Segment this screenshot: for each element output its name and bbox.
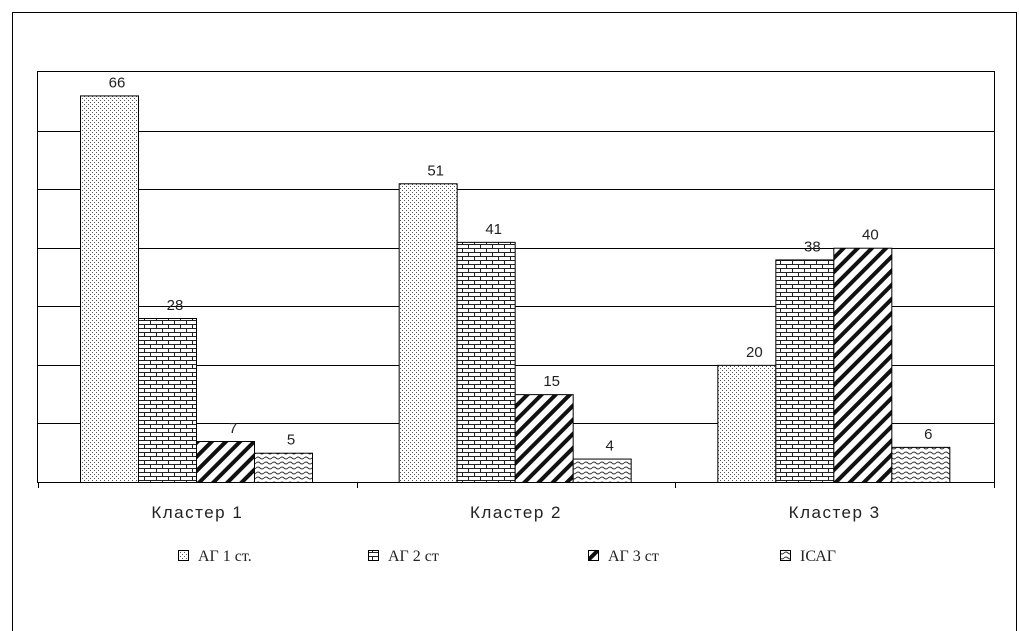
data-label: 7 bbox=[229, 420, 237, 437]
bar-diagonal bbox=[196, 441, 255, 483]
legend-swatch-bricks bbox=[368, 550, 379, 561]
data-label: 4 bbox=[605, 438, 613, 455]
data-label: 66 bbox=[109, 74, 126, 91]
legend: АГ 1 ст. АГ 2 ст АГ 3 ст ІСАГ bbox=[178, 548, 836, 565]
bar-waves bbox=[254, 452, 313, 484]
data-label: 38 bbox=[804, 238, 821, 255]
legend-label: АГ 1 ст. bbox=[198, 548, 252, 565]
x-tick-label: Кластер 1 bbox=[151, 503, 243, 522]
data-label: 20 bbox=[746, 344, 763, 361]
bar-waves bbox=[891, 446, 951, 484]
legend-label: АГ 2 ст bbox=[388, 548, 439, 565]
x-tick-label: Кластер 2 bbox=[470, 503, 562, 522]
bar-diagonal bbox=[514, 394, 574, 483]
data-label: 28 bbox=[167, 297, 184, 314]
data-label: 15 bbox=[543, 373, 560, 390]
bar-waves bbox=[572, 458, 632, 484]
data-label: 5 bbox=[287, 432, 295, 449]
data-labels: 66 28 7 5 51 41 15 4 20 38 40 6 bbox=[109, 74, 933, 454]
legend-swatch-waves bbox=[780, 550, 791, 561]
data-label: 41 bbox=[485, 221, 502, 238]
x-tick-label: Кластер 3 bbox=[789, 503, 881, 522]
bar-bricks bbox=[775, 259, 835, 483]
bar-bricks bbox=[138, 318, 197, 483]
bar-dots bbox=[717, 364, 777, 484]
bar-bricks bbox=[456, 241, 516, 483]
data-label: 6 bbox=[924, 426, 932, 443]
bar-diagonal bbox=[833, 247, 893, 483]
bars bbox=[80, 95, 951, 484]
x-axis: Кластер 1 Кластер 2 Кластер 3 bbox=[38, 482, 995, 522]
bar-dots bbox=[398, 183, 458, 484]
data-label: 51 bbox=[427, 162, 444, 179]
legend-swatch-dots bbox=[178, 550, 189, 561]
legend-swatch-diagonal bbox=[588, 550, 599, 561]
chart-frame bbox=[12, 12, 1017, 631]
bar-dots bbox=[80, 95, 139, 484]
legend-label: ІСАГ bbox=[800, 548, 836, 565]
data-label: 40 bbox=[862, 227, 879, 244]
legend-label: АГ 3 ст bbox=[608, 548, 659, 565]
